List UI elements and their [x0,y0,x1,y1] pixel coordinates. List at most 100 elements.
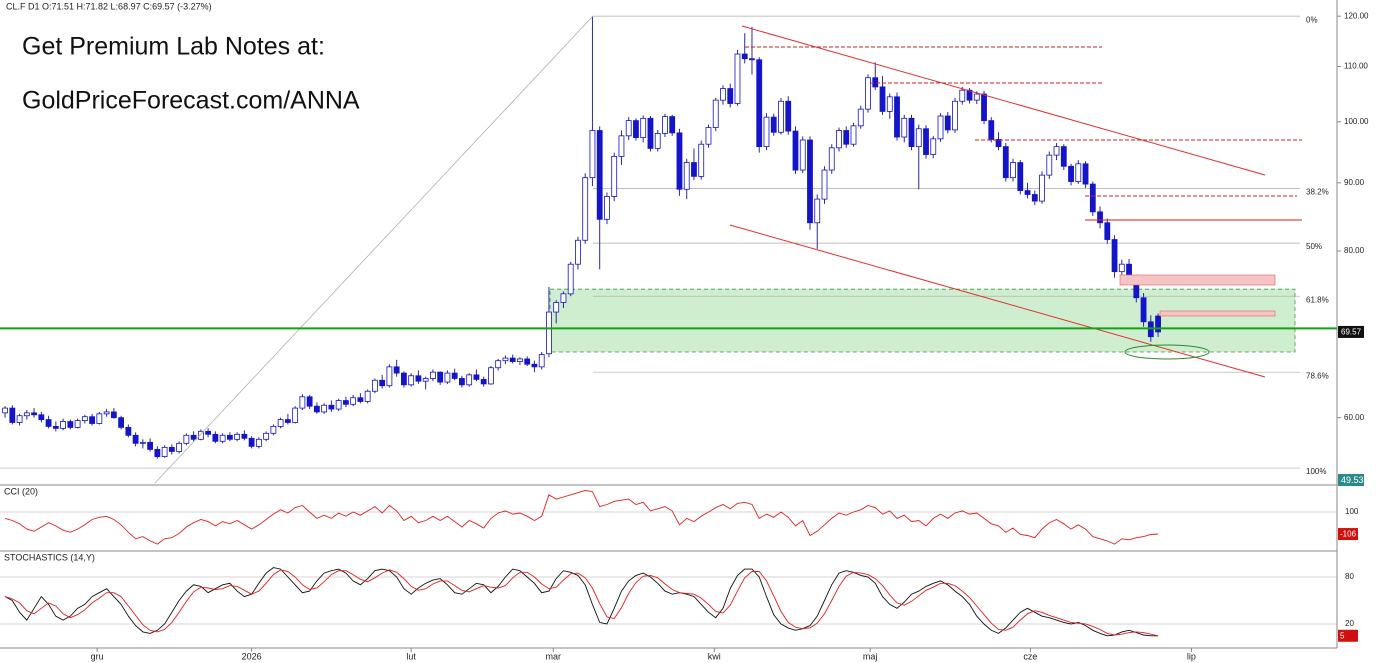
indicator-title: STOCHASTICS (14,Y) [4,552,95,562]
candle-body-up [234,433,241,440]
y-tick-label: 90.00 [1344,178,1365,187]
x-tick-label: mar [546,651,562,661]
candle-body-up [553,302,560,313]
candle-body-up [604,196,610,220]
candle-body-down [792,130,799,171]
candle-body-up [886,96,893,112]
fib-label: 0% [1306,15,1318,24]
candle-body-up [321,404,328,413]
candle-body-up [720,88,726,101]
candle-body-down [923,128,929,155]
candle-body-down [212,433,219,442]
candle-body-down [843,130,850,145]
fib-label: 50% [1306,242,1322,251]
candle-body-up [575,239,581,265]
indicator-line [4,490,1159,545]
candle-body-down [147,441,154,450]
candle-body-down [770,116,777,133]
candle-body-up [560,293,567,303]
candle-body-up [495,360,502,369]
candle-body-up [81,416,88,421]
candle-body-up [350,397,357,405]
candle-body-up [611,155,618,197]
candle-body-up [778,100,784,133]
candle-body-up [299,396,306,409]
candle-body-down [415,375,422,382]
candle-body-down [1089,183,1096,213]
y-tick-label: 120.00 [1344,11,1369,20]
candle-body-up [74,420,81,428]
fib-label: 38.2% [1306,188,1329,197]
candle-body-up [654,133,661,149]
resistance-zone [1119,274,1276,286]
candle-body-down [248,437,255,447]
candle-body-down [894,96,900,138]
candle-body-down [1031,194,1038,202]
candle-body-up [1118,263,1125,273]
candle-body-down [872,77,879,88]
candle-body-up [364,390,371,402]
price-label-box [1338,474,1364,486]
candle-body-up [488,367,494,385]
marks-layer [2,16,1161,637]
candle-body-down [52,426,59,429]
candle-body-down [379,379,386,387]
x-tick-label: gru [91,651,104,661]
candle-body-up [103,411,110,415]
candle-body-down [691,162,697,177]
candle-body-up [973,93,980,101]
candle-body-up [2,407,8,414]
candle-body-up [546,311,552,355]
candle-body-up [96,413,103,424]
candle-body-up [1075,163,1082,182]
candle-body-down [393,366,400,374]
candle-body-up [161,446,168,457]
candle-body-up [836,130,842,149]
x-tick-label: lip [1187,651,1196,661]
indicator-line [4,567,1159,637]
candle-body-up [16,415,23,423]
candle-body-down [241,433,248,439]
x-tick-label: lut [406,651,416,661]
candle-body-up [865,77,871,110]
candle-body-down [205,430,212,435]
candle-body-down [1097,211,1103,224]
y-tick-label: 80 [1345,572,1354,581]
candle-body-up [698,143,705,177]
candle-body-up [335,400,342,410]
candle-body-up [139,441,146,444]
candle-body-down [995,139,1002,148]
candle-body-up [408,375,415,386]
candle-body-up [705,127,712,145]
candle-body-up [959,89,966,102]
candle-body-down [125,426,132,436]
last-price-box [1338,325,1364,338]
last-value-label: 5 [1340,631,1345,640]
candle-body-down [1155,315,1161,333]
candle-body-down [1060,146,1067,167]
candle-body-down [669,116,676,134]
resistance-zone [1159,310,1276,317]
candle-body-up [1010,162,1016,179]
indicator-title: CCI (20) [4,486,38,496]
candle-body-down [306,396,313,407]
target-ellipse [1124,344,1210,360]
candle-body-down [1024,190,1031,195]
candle-body-up [263,432,270,440]
y-tick-label: 80.00 [1344,246,1365,255]
drawings-layer: CL.F D1 O:71.51 H:71.82 L:68.97 C:69.57 … [0,0,1364,649]
candle-body-up [662,116,668,134]
candle-body-down [473,374,480,380]
candle-body-up [60,421,66,429]
candle-body-up [828,147,835,171]
candle-body-down [785,100,792,132]
candle-body-up [1046,154,1053,176]
candle-body-down [944,115,951,131]
candle-body-up [197,430,204,440]
price-label: 49.53 [1341,475,1364,485]
promo-text: Get Premium Lab Notes at: [22,33,325,61]
candle-body-down [966,89,973,101]
candle-body-down [437,371,444,383]
